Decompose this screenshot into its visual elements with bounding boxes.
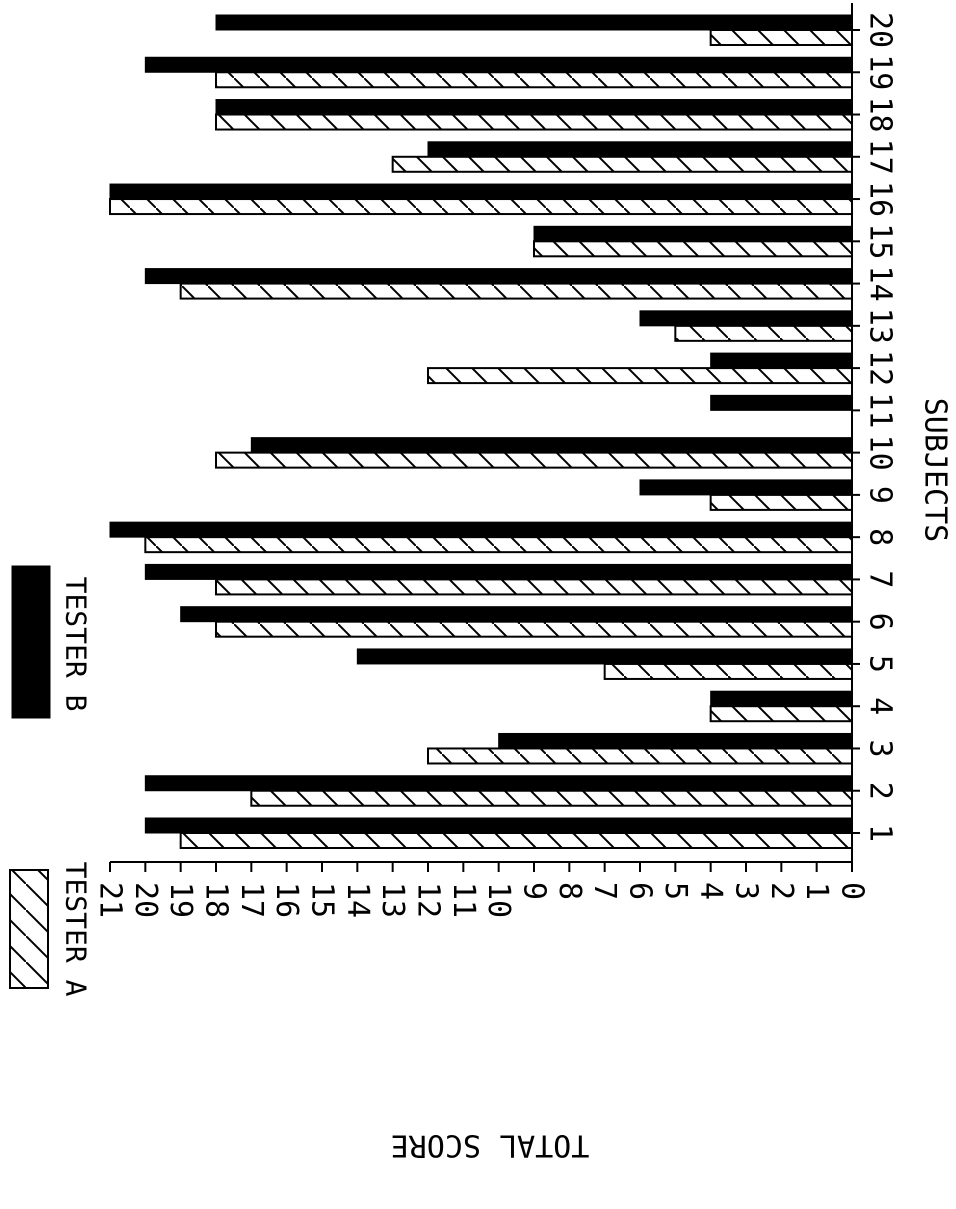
bar-tester-b-subject-2	[144, 775, 853, 792]
value-tick-label-8: 8	[552, 882, 587, 900]
bar-tester-a-subject-9	[709, 493, 854, 511]
value-tick-label-13: 13	[375, 882, 410, 918]
value-tick-label-18: 18	[199, 882, 234, 918]
bar-tester-a-subject-6	[215, 620, 853, 638]
legend-label-tester-b: TESTER B	[60, 577, 93, 712]
value-tick-label-4: 4	[693, 882, 728, 900]
category-label-12: 12	[863, 350, 898, 386]
bar-tester-b-subject-1	[144, 817, 853, 834]
value-tick-label-1: 1	[799, 882, 834, 900]
value-tick-label-7: 7	[587, 882, 622, 900]
legend: TESTER A TESTER B	[9, 565, 93, 997]
value-tick-label-10: 10	[481, 882, 516, 918]
value-tick-label-11: 11	[446, 882, 481, 918]
value-tick-label-5: 5	[658, 882, 693, 900]
bar-tester-b-subject-12	[710, 352, 853, 369]
value-tick-label-15: 15	[305, 882, 340, 918]
value-tick-label-20: 20	[128, 882, 163, 918]
labels-layer: 0123456789101112131415161718192021123456…	[93, 12, 953, 1163]
bar-tester-a-subject-17	[391, 155, 853, 173]
value-tick-label-19: 19	[163, 882, 198, 918]
category-label-16: 16	[863, 181, 898, 217]
bar-tester-b-subject-10	[250, 437, 853, 454]
legend-swatch-tester-b	[11, 565, 51, 719]
bar-tester-b-subject-5	[356, 648, 853, 665]
bar-tester-a-subject-7	[215, 578, 853, 596]
bar-tester-b-subject-4	[710, 690, 853, 707]
value-tick-label-17: 17	[234, 882, 269, 918]
bar-tester-b-subject-8	[109, 521, 853, 538]
category-label-7: 7	[863, 570, 898, 588]
category-label-20: 20	[863, 12, 898, 48]
bar-tester-b-subject-9	[639, 479, 853, 496]
bar-tester-b-subject-17	[427, 141, 853, 158]
legend-swatch-tester-a	[9, 869, 49, 989]
bar-tester-a-subject-19	[215, 71, 853, 89]
value-tick-label-3: 3	[729, 882, 764, 900]
bar-tester-a-subject-2	[250, 789, 854, 807]
bar-tester-b-subject-3	[498, 732, 853, 749]
bar-tester-a-subject-8	[144, 536, 854, 554]
bar-tester-b-subject-13	[639, 310, 853, 327]
category-label-17: 17	[863, 139, 898, 175]
bar-tester-b-subject-19	[144, 56, 853, 73]
category-label-15: 15	[863, 223, 898, 259]
bar-tester-b-subject-7	[144, 563, 853, 580]
legend-label-tester-a: TESTER A	[60, 862, 93, 997]
bar-tester-b-subject-20	[215, 14, 853, 31]
bar-tester-b-subject-18	[215, 99, 853, 116]
y-axis-title: TOTAL SCORE	[391, 1128, 590, 1163]
value-tick-label-0: 0	[835, 882, 870, 900]
category-label-11: 11	[863, 392, 898, 428]
category-label-6: 6	[863, 613, 898, 631]
value-tick-label-6: 6	[623, 882, 658, 900]
axes-layer	[109, 3, 860, 872]
value-tick-label-9: 9	[517, 882, 552, 900]
bar-tester-b-subject-11	[710, 394, 853, 411]
category-label-5: 5	[863, 655, 898, 673]
bar-tester-a-subject-13	[674, 324, 853, 342]
bar-tester-a-subject-12	[427, 367, 853, 385]
bar-tester-a-subject-18	[215, 113, 853, 131]
category-label-10: 10	[863, 435, 898, 471]
bar-tester-a-subject-14	[179, 282, 853, 300]
bar-tester-a-subject-16	[109, 198, 853, 216]
category-label-19: 19	[863, 54, 898, 90]
bar-tester-a-subject-10	[215, 451, 853, 469]
bars-layer	[109, 14, 854, 849]
category-label-9: 9	[863, 486, 898, 504]
value-tick-label-16: 16	[269, 882, 304, 918]
value-tick-label-21: 21	[93, 882, 128, 918]
bar-tester-b-subject-16	[109, 183, 853, 200]
bar-tester-a-subject-4	[709, 705, 854, 723]
bar-tester-a-subject-5	[603, 662, 854, 680]
bar-tester-a-subject-1	[179, 832, 853, 849]
bar-tester-a-subject-3	[427, 747, 853, 765]
category-label-14: 14	[863, 266, 898, 302]
bar-tester-a-subject-15	[533, 240, 853, 258]
category-label-8: 8	[863, 528, 898, 546]
category-label-4: 4	[863, 697, 898, 715]
bar-tester-b-subject-14	[144, 268, 853, 285]
category-label-2: 2	[863, 782, 898, 800]
category-label-3: 3	[863, 739, 898, 757]
value-tick-label-12: 12	[411, 882, 446, 918]
bar-tester-a-subject-20	[709, 29, 854, 46]
category-label-1: 1	[863, 824, 898, 842]
bar-tester-b-subject-15	[533, 225, 853, 242]
value-tick-label-2: 2	[764, 882, 799, 900]
value-tick-label-14: 14	[340, 882, 375, 918]
category-label-18: 18	[863, 96, 898, 132]
category-label-13: 13	[863, 308, 898, 344]
bar-tester-b-subject-6	[180, 606, 853, 623]
x-axis-title: SUBJECTS	[918, 398, 953, 543]
